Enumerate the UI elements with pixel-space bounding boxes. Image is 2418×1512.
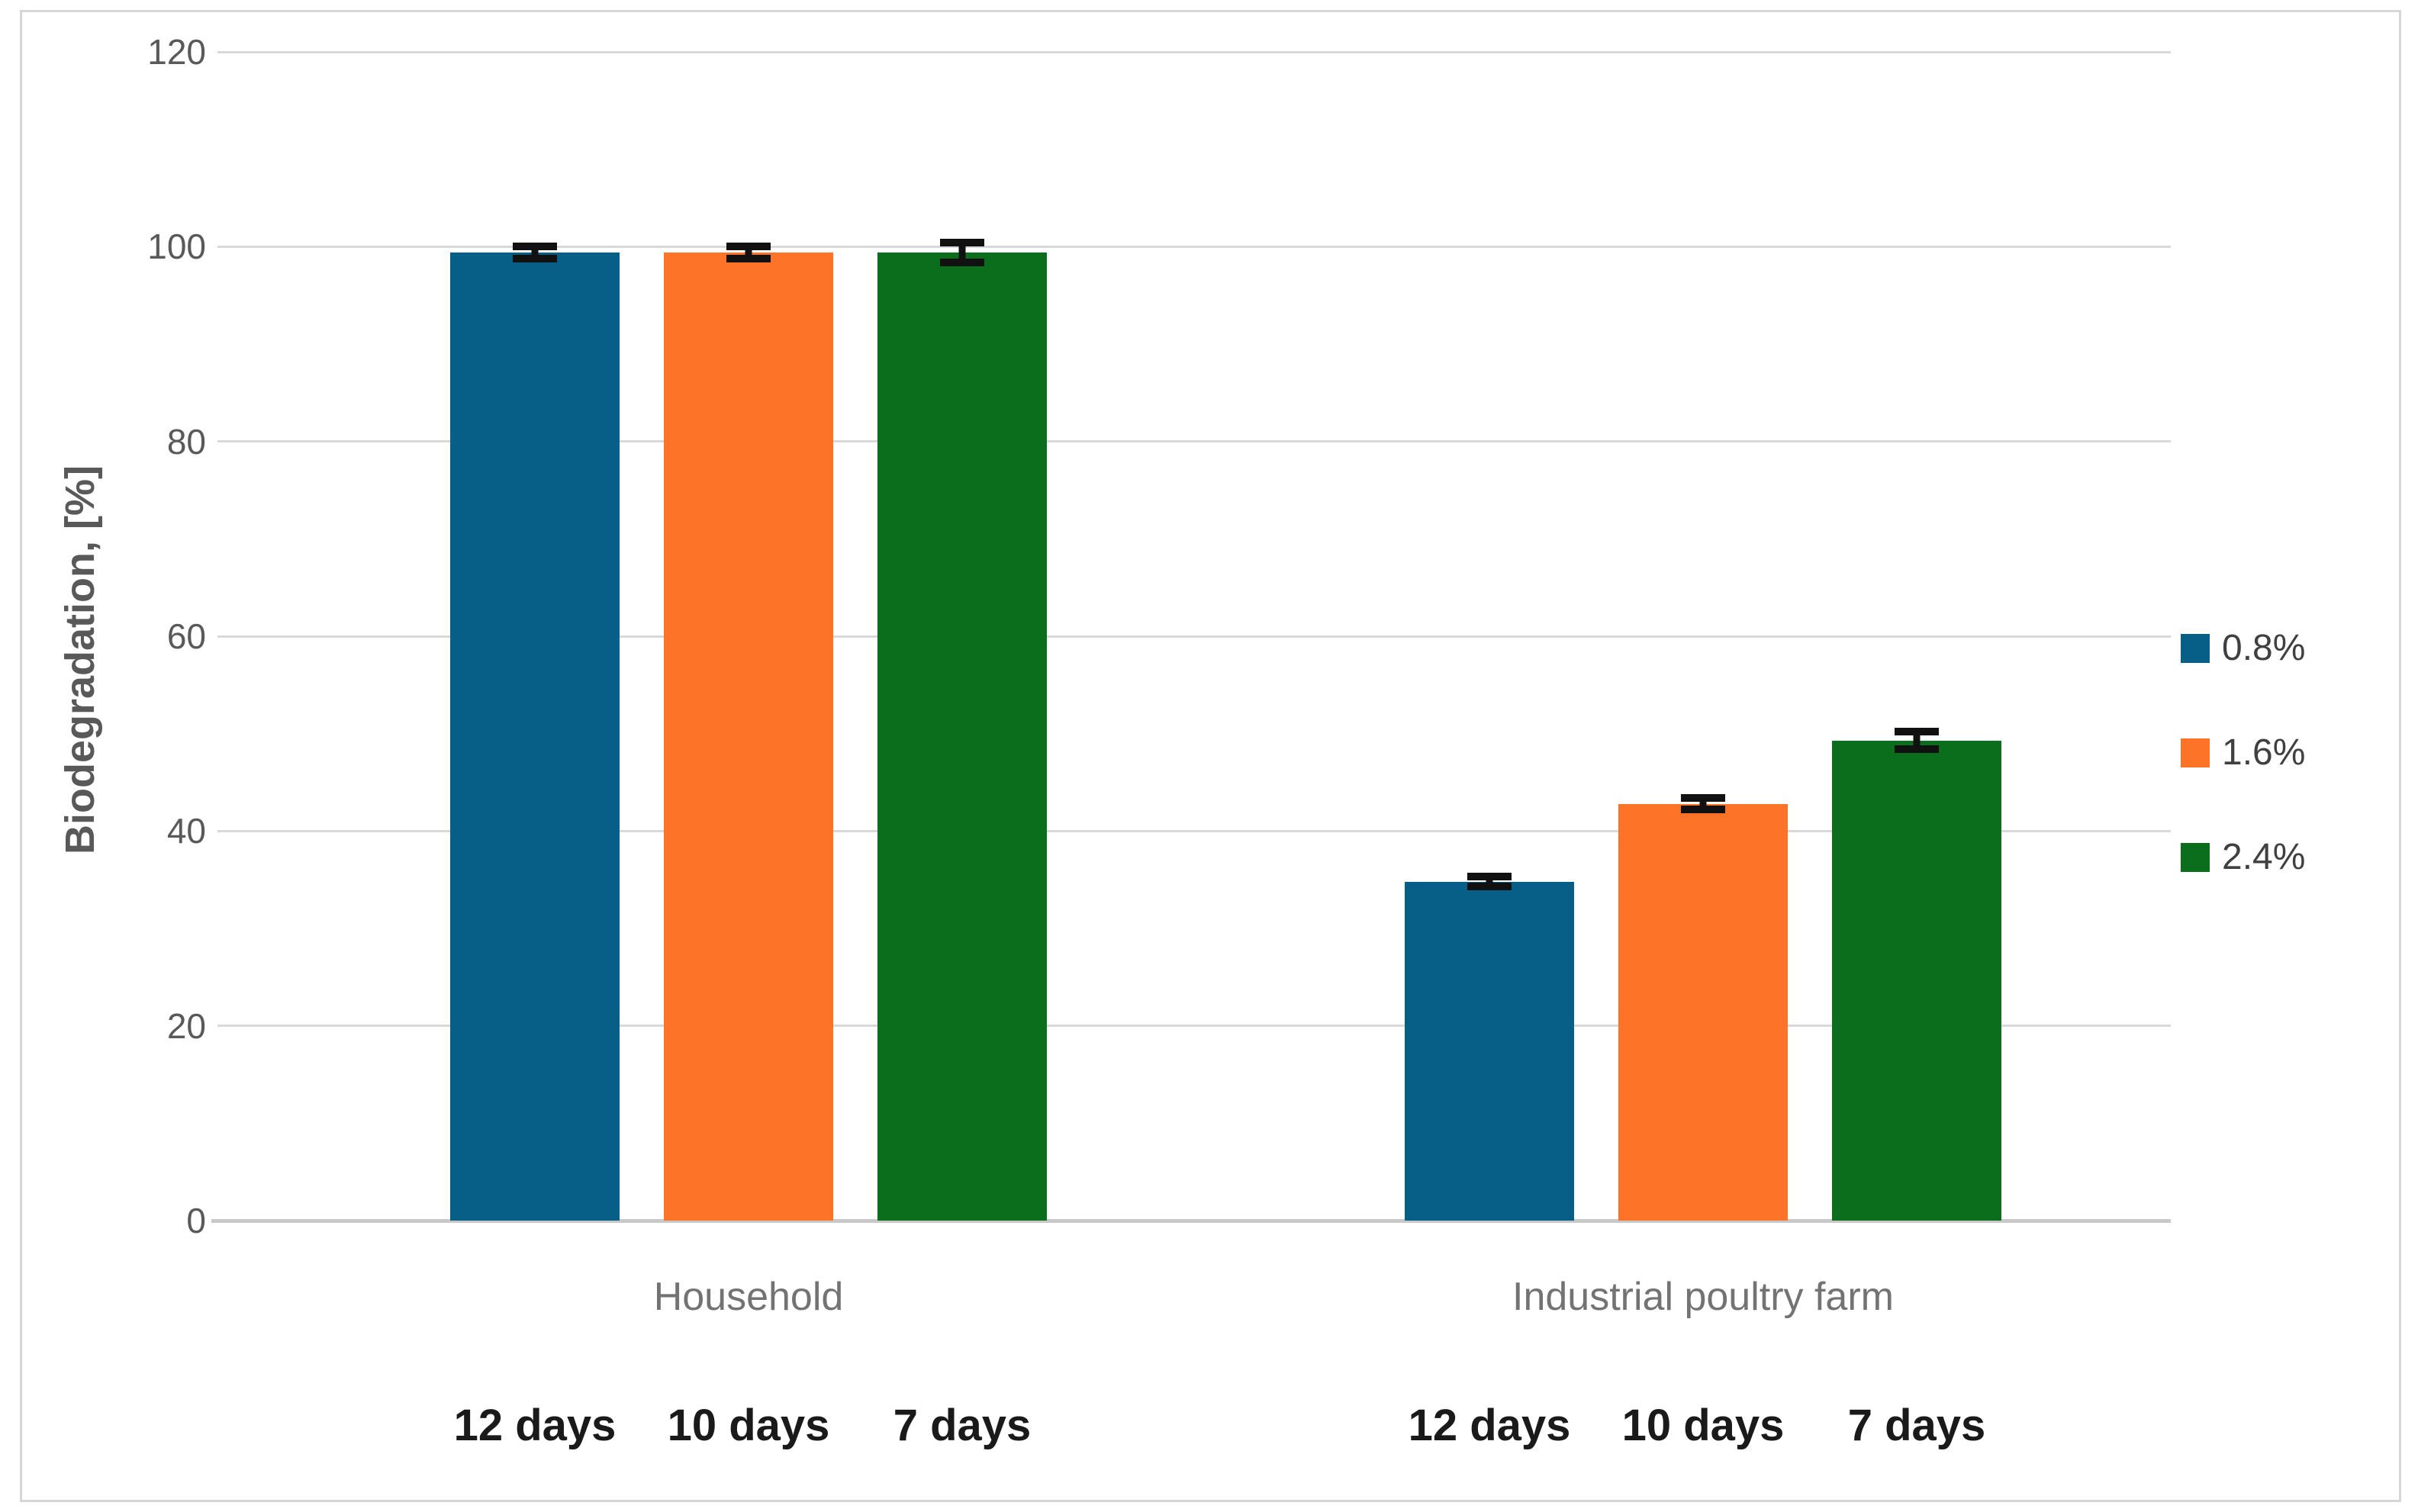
y-tick-label: 60 [166, 616, 206, 656]
y-axis-title: Biodegradation, [%] [57, 465, 103, 854]
day-label: 10 days [667, 1401, 830, 1450]
bar-industrial-poultry-farm-0.8% [1405, 881, 1574, 1221]
legend-swatch [2181, 738, 2210, 767]
error-bar-cap-bottom [1681, 806, 1725, 814]
error-bar-line [745, 243, 752, 262]
gridline-120 [217, 50, 2171, 53]
chart-frame [20, 10, 2401, 1502]
legend-item-08: 0.8% [2181, 628, 2306, 668]
legend-label: 2.4% [2222, 837, 2306, 877]
error-bar-cap-top [1681, 793, 1725, 802]
error-bar-line [1699, 793, 1707, 814]
bar-household-1.6% [664, 252, 833, 1221]
error-bar-line [958, 239, 966, 266]
y-tick-label: 120 [147, 32, 206, 72]
legend-item-24: 2.4% [2181, 837, 2306, 877]
error-bar-cap-top [726, 243, 771, 251]
x-axis-line [211, 1219, 2171, 1223]
gridline-20 [217, 1025, 2171, 1028]
legend-label: 0.8% [2222, 628, 2306, 668]
error-bar [513, 243, 557, 262]
error-bar-cap-top [940, 239, 984, 247]
error-bar-cap-bottom [513, 254, 557, 262]
y-tick-label: 100 [147, 227, 206, 267]
error-bar-line [531, 243, 539, 262]
category-label: Industrial poultry farm [1512, 1275, 1894, 1319]
gridline-80 [217, 440, 2171, 443]
bar-household-2.4% [877, 252, 1047, 1221]
category-label: Household [653, 1275, 844, 1319]
error-bar-cap-top [513, 243, 557, 251]
y-tick-label: 20 [166, 1005, 206, 1046]
error-bar-cap-bottom [726, 254, 771, 262]
error-bar [1895, 728, 1939, 754]
day-label: 10 days [1621, 1401, 1785, 1450]
bar-household-0.8% [450, 252, 620, 1221]
bar-industrial-poultry-farm-2.4% [1832, 740, 2001, 1221]
legend-item-16: 1.6% [2181, 732, 2306, 773]
y-tick-label: 80 [166, 421, 206, 462]
legend-swatch [2181, 843, 2210, 872]
error-bar-line [1486, 873, 1493, 891]
day-label: 12 days [1408, 1401, 1571, 1450]
error-bar-cap-top [1467, 873, 1512, 881]
error-bar [726, 243, 771, 262]
bar-industrial-poultry-farm-1.6% [1618, 803, 1788, 1221]
y-tick-label: 0 [186, 1201, 206, 1240]
day-label: 7 days [1847, 1401, 1986, 1450]
error-bar-line [1913, 728, 1921, 754]
error-bar [940, 239, 984, 266]
error-bar-cap-bottom [1895, 745, 1939, 754]
error-bar [1467, 873, 1512, 891]
error-bar [1681, 793, 1725, 814]
legend-swatch [2181, 634, 2210, 663]
legend-label: 1.6% [2222, 732, 2306, 773]
error-bar-cap-bottom [940, 258, 984, 266]
error-bar-cap-bottom [1467, 883, 1512, 891]
gridline-100 [217, 245, 2171, 248]
y-tick-label: 40 [166, 811, 206, 851]
gridline-40 [217, 829, 2171, 832]
day-label: 7 days [893, 1401, 1032, 1450]
day-label: 12 days [453, 1401, 617, 1450]
error-bar-cap-top [1895, 728, 1939, 735]
gridline-60 [217, 635, 2171, 638]
